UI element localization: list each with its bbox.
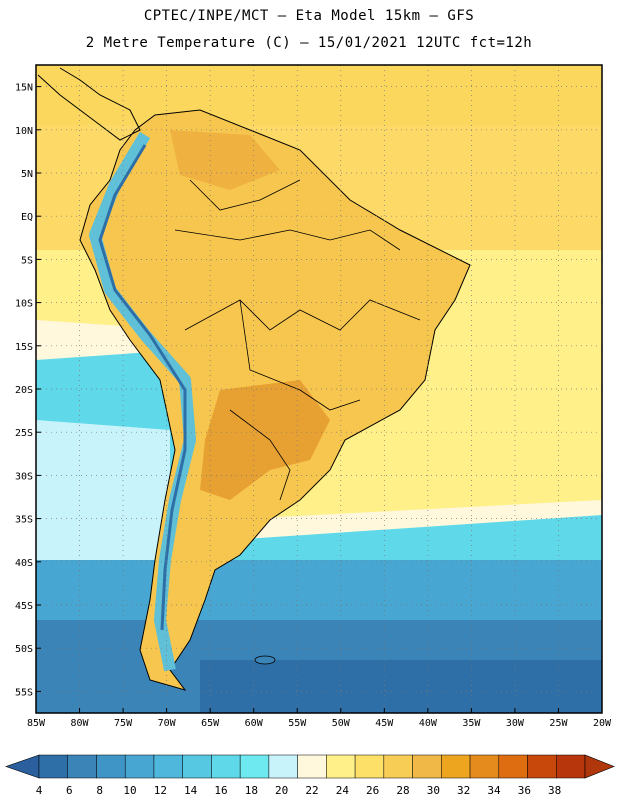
colorbar-label: 6 <box>66 784 73 797</box>
colorbar-swatch <box>441 754 471 779</box>
lat-tick-label: 25S <box>15 428 33 439</box>
colorbar-label: 36 <box>518 784 531 797</box>
lat-tick-label: 15N <box>15 83 33 94</box>
colorbar: 4 6 8 10 12 14 16 18 20 22 24 26 28 30 32 34 36 38 <box>5 754 615 797</box>
colorbar-swatch <box>96 754 126 779</box>
colorbar-label: 34 <box>487 784 501 797</box>
ocean-caribbean-band <box>36 65 602 125</box>
lat-tick-label: 20S <box>15 385 33 396</box>
colorbar-label: 14 <box>184 784 198 797</box>
border-line <box>189 179 301 211</box>
colorbar-label: 16 <box>214 784 227 797</box>
colorbar-label: 38 <box>548 784 561 797</box>
colorbar-swatch <box>498 754 528 779</box>
lon-tick-label: 50W <box>332 718 351 729</box>
lat-tick-label: 50S <box>15 644 33 655</box>
lon-tick-label: 30W <box>506 718 525 729</box>
lat-tick-label: EQ <box>21 212 33 223</box>
warm-north-region <box>170 130 280 190</box>
lat-tick-label: 40S <box>15 558 33 569</box>
map-field <box>36 65 602 713</box>
colorbar-swatch <box>297 754 327 779</box>
colorbar-max-arrow <box>584 754 615 779</box>
lon-tick-label: 25W <box>549 718 568 729</box>
colorbar-swatch <box>239 754 270 779</box>
colorbar-swatch <box>38 754 68 779</box>
colorbar-label: 4 <box>36 784 43 797</box>
colorbar-swatch <box>268 754 298 779</box>
lon-tick-label: 55W <box>288 718 307 729</box>
central-america-coast <box>37 67 141 141</box>
lon-tick-label: 75W <box>114 718 133 729</box>
border-line <box>239 299 361 411</box>
colorbar-label: 24 <box>336 784 350 797</box>
lat-tick-label: 10S <box>15 299 33 310</box>
colorbar-label: 26 <box>366 784 379 797</box>
colorbar-label: 22 <box>305 784 318 797</box>
map-title-line2: 2 Metre Temperature (C) – 15/01/2021 12U… <box>85 35 533 51</box>
ocean-southern-deep <box>200 660 602 713</box>
colorbar-swatch <box>383 754 413 779</box>
longitude-labels: 85W 80W 75W 70W 65W 60W 55W 50W 45W 40W 35W 30W 25W 2… <box>27 718 612 729</box>
lon-tick-label: 35W <box>462 718 481 729</box>
lat-tick-label: 55S <box>15 687 33 698</box>
lat-tick-label: 10N <box>15 126 33 137</box>
lon-tick-label: 80W <box>71 718 90 729</box>
lat-tick-label: 35S <box>15 515 33 526</box>
colorbar-swatch <box>67 754 97 779</box>
colorbar-label: 32 <box>457 784 470 797</box>
lon-tick-label: 20W <box>593 718 612 729</box>
colorbar-label: 30 <box>427 784 440 797</box>
ocean-pacific-light <box>36 420 170 560</box>
falkland-islands <box>254 655 276 665</box>
colorbar-label: 8 <box>96 784 103 797</box>
map-frame <box>35 64 603 714</box>
colorbar-swatch <box>182 754 212 779</box>
colorbar-min-arrow <box>5 754 40 779</box>
lat-tick-label: 15S <box>15 342 33 353</box>
border-line <box>229 409 291 501</box>
lon-tick-label: 45W <box>375 718 394 729</box>
colorbar-swatch <box>354 754 385 779</box>
colorbar-swatch <box>153 754 183 779</box>
colorbar-swatch <box>556 754 586 779</box>
colorbar-swatch <box>527 754 557 779</box>
lon-tick-label: 65W <box>201 718 220 729</box>
colorbar-swatch <box>412 754 442 779</box>
lat-tick-label: 5N <box>21 169 33 180</box>
lat-tick-label: 5S <box>21 255 33 266</box>
lon-tick-label: 70W <box>158 718 177 729</box>
lat-tick-label: 45S <box>15 601 33 612</box>
colorbar-swatch <box>469 754 500 779</box>
lat-tick-label: 30S <box>15 471 33 482</box>
colorbar-swatch <box>211 754 241 779</box>
ocean-south-mid <box>36 560 602 620</box>
border-line <box>174 229 401 251</box>
lon-tick-label: 40W <box>419 718 438 729</box>
latitude-labels: 15N 10N 5N EQ 5S 10S 15S 20S 25S 30S 35S 40S 45S 50S 5… <box>15 83 33 699</box>
andes-deep-strip <box>98 144 187 631</box>
colorbar-label: 28 <box>396 784 409 797</box>
colorbar-swatch <box>326 754 356 779</box>
map-title-line1: CPTEC/INPE/MCT – Eta Model 15km – GFS <box>143 8 475 24</box>
lon-tick-label: 85W <box>27 718 46 729</box>
colorbar-swatch <box>124 754 155 779</box>
colorbar-label: 20 <box>275 784 288 797</box>
colorbar-label: 12 <box>154 784 167 797</box>
colorbar-label: 18 <box>245 784 258 797</box>
colorbar-label: 10 <box>123 784 136 797</box>
lon-tick-label: 60W <box>245 718 264 729</box>
